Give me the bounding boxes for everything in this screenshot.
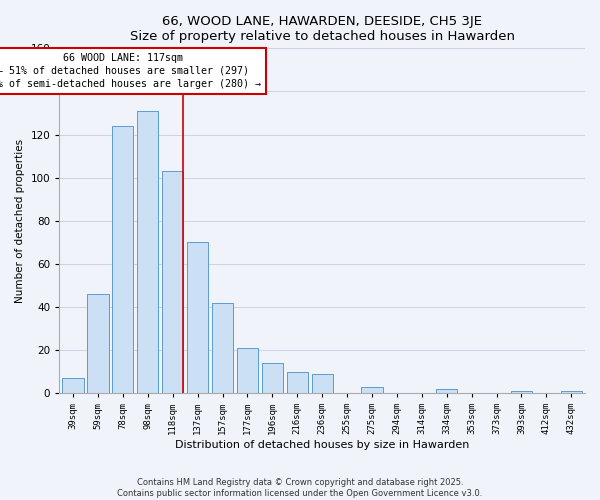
Bar bbox=[137, 111, 158, 393]
Bar bbox=[112, 126, 133, 393]
Bar bbox=[62, 378, 83, 393]
X-axis label: Distribution of detached houses by size in Hawarden: Distribution of detached houses by size … bbox=[175, 440, 469, 450]
Bar bbox=[212, 302, 233, 393]
Bar bbox=[187, 242, 208, 393]
Bar bbox=[311, 374, 333, 393]
Bar bbox=[436, 389, 457, 393]
Bar bbox=[287, 372, 308, 393]
Bar bbox=[561, 391, 582, 393]
Bar bbox=[511, 391, 532, 393]
Bar bbox=[237, 348, 258, 393]
Text: Contains HM Land Registry data © Crown copyright and database right 2025.
Contai: Contains HM Land Registry data © Crown c… bbox=[118, 478, 482, 498]
Bar bbox=[88, 294, 109, 393]
Bar bbox=[162, 171, 183, 393]
Bar bbox=[361, 386, 383, 393]
Y-axis label: Number of detached properties: Number of detached properties bbox=[15, 138, 25, 303]
Text: 66 WOOD LANE: 117sqm
← 51% of detached houses are smaller (297)
48% of semi-deta: 66 WOOD LANE: 117sqm ← 51% of detached h… bbox=[0, 52, 261, 89]
Title: 66, WOOD LANE, HAWARDEN, DEESIDE, CH5 3JE
Size of property relative to detached : 66, WOOD LANE, HAWARDEN, DEESIDE, CH5 3J… bbox=[130, 15, 515, 43]
Bar bbox=[262, 363, 283, 393]
